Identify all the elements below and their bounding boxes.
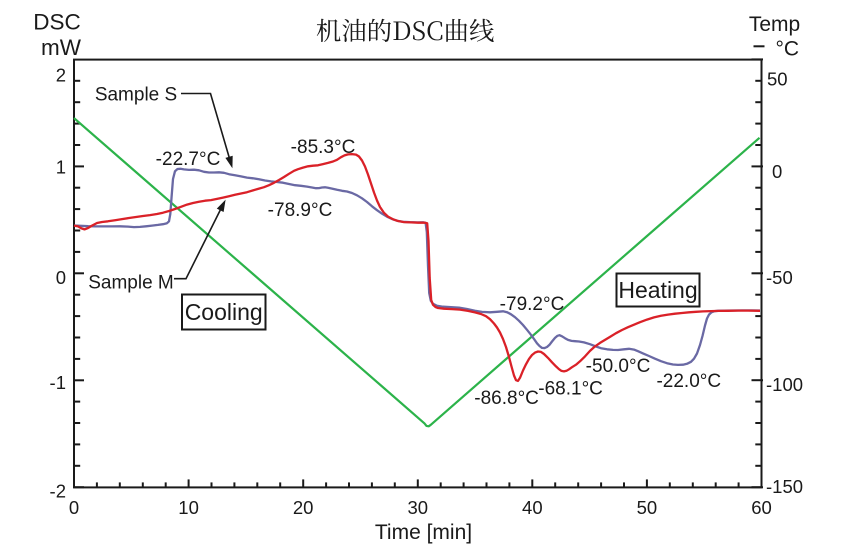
svg-text:-2: -2 — [50, 481, 66, 502]
svg-text:mW: mW — [41, 35, 82, 60]
svg-text:Sample S: Sample S — [95, 84, 177, 105]
svg-text:DSC: DSC — [33, 9, 81, 34]
svg-text:30: 30 — [407, 497, 428, 518]
svg-text:°C: °C — [776, 38, 800, 61]
svg-text:-79.2°C: -79.2°C — [500, 294, 565, 315]
svg-text:Time [min]: Time [min] — [375, 521, 472, 544]
svg-text:50: 50 — [637, 497, 658, 518]
svg-text:-22.0°C: -22.0°C — [656, 371, 721, 392]
svg-text:Cooling: Cooling — [185, 299, 263, 325]
svg-text:Heating: Heating — [618, 277, 697, 303]
svg-text:-50.0°C: -50.0°C — [586, 356, 651, 377]
svg-text:-85.3°C: -85.3°C — [291, 137, 356, 158]
svg-text:60: 60 — [751, 497, 772, 518]
svg-text:0: 0 — [69, 497, 79, 518]
svg-text:10: 10 — [178, 497, 199, 518]
svg-text:2: 2 — [56, 64, 66, 85]
svg-text:-50: -50 — [766, 267, 793, 288]
svg-text:0: 0 — [56, 267, 66, 288]
svg-text:-100: -100 — [766, 374, 803, 395]
svg-text:-150: -150 — [766, 476, 803, 497]
svg-text:-1: -1 — [50, 372, 66, 393]
svg-text:Temp: Temp — [749, 13, 800, 36]
svg-text:50: 50 — [767, 68, 788, 89]
svg-text:-86.8°C: -86.8°C — [474, 388, 539, 409]
svg-text:0: 0 — [772, 161, 782, 182]
svg-text:1: 1 — [56, 156, 66, 177]
svg-text:-78.9°C: -78.9°C — [268, 200, 333, 221]
svg-text:40: 40 — [522, 497, 543, 518]
svg-text:20: 20 — [293, 497, 314, 518]
svg-text:-68.1°C: -68.1°C — [538, 379, 603, 400]
svg-text:-22.7°C: -22.7°C — [156, 149, 221, 170]
svg-text:Sample M: Sample M — [88, 272, 174, 293]
